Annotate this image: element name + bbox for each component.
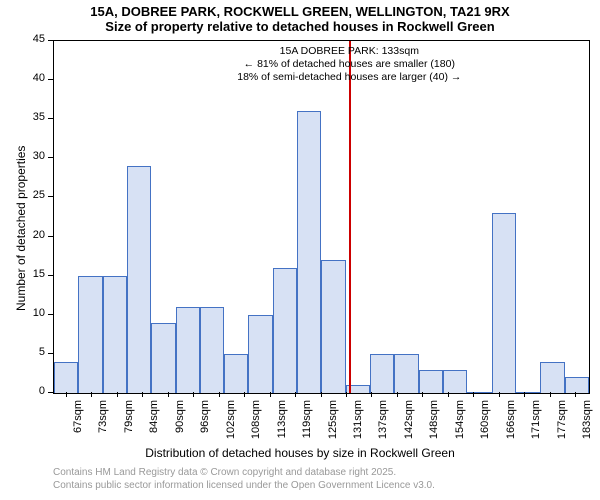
x-tick (397, 392, 398, 397)
histogram-bar (297, 111, 321, 393)
y-tick (48, 353, 53, 354)
histogram-bar (224, 354, 248, 393)
histogram-bar (419, 370, 443, 393)
x-tick-label: 90sqm (174, 400, 186, 450)
histogram-bar (273, 268, 297, 393)
chart-title-line1: 15A, DOBREE PARK, ROCKWELL GREEN, WELLIN… (0, 0, 600, 19)
histogram-bar (467, 392, 491, 393)
x-tick-label: 96sqm (199, 400, 211, 450)
y-tick-label: 10 (19, 307, 45, 319)
y-tick (48, 196, 53, 197)
x-tick-label: 131sqm (352, 400, 364, 450)
histogram-bar (248, 315, 272, 393)
histogram-bar (176, 307, 200, 393)
histogram-bar (516, 392, 540, 393)
y-tick (48, 392, 53, 393)
y-tick-label: 0 (19, 385, 45, 397)
annotation-line2: ← 81% of detached houses are smaller (18… (204, 58, 494, 71)
histogram-bar (54, 362, 78, 393)
annotation-line3: 18% of semi-detached houses are larger (… (204, 71, 494, 84)
histogram-bar (443, 370, 467, 393)
x-axis-label: Distribution of detached houses by size … (0, 446, 600, 460)
x-tick (270, 392, 271, 397)
histogram-bar (103, 276, 127, 393)
x-tick-label: 142sqm (403, 400, 415, 450)
x-tick-label: 108sqm (250, 400, 262, 450)
histogram-bar (321, 260, 345, 393)
x-tick-label: 79sqm (123, 400, 135, 450)
y-tick (48, 157, 53, 158)
y-tick (48, 314, 53, 315)
y-tick-label: 40 (19, 72, 45, 84)
x-tick-label: 154sqm (454, 400, 466, 450)
attribution-line2: Contains public sector information licen… (53, 479, 435, 492)
x-tick-label: 125sqm (327, 400, 339, 450)
x-tick (473, 392, 474, 397)
histogram-bar (127, 166, 151, 393)
annotation-line1: 15A DOBREE PARK: 133sqm (204, 45, 494, 58)
x-tick (371, 392, 372, 397)
x-tick-label: 137sqm (377, 400, 389, 450)
x-tick-label: 113sqm (276, 400, 288, 450)
chart-title-line2: Size of property relative to detached ho… (0, 19, 600, 36)
y-tick-label: 25 (19, 189, 45, 201)
x-tick (244, 392, 245, 397)
histogram-bar (540, 362, 564, 393)
x-tick-label: 177sqm (556, 400, 568, 450)
x-tick (193, 392, 194, 397)
x-tick (168, 392, 169, 397)
x-tick (346, 392, 347, 397)
y-tick-label: 15 (19, 268, 45, 280)
histogram-bar (565, 377, 589, 393)
y-tick-label: 5 (19, 346, 45, 358)
x-tick (295, 392, 296, 397)
x-tick-label: 67sqm (72, 400, 84, 450)
x-tick-label: 148sqm (428, 400, 440, 450)
y-tick-label: 45 (19, 33, 45, 45)
y-tick (48, 79, 53, 80)
y-tick (48, 40, 53, 41)
x-tick (142, 392, 143, 397)
x-tick (448, 392, 449, 397)
x-tick-label: 119sqm (301, 400, 313, 450)
y-tick (48, 236, 53, 237)
x-tick-label: 171sqm (530, 400, 542, 450)
attribution-text: Contains HM Land Registry data © Crown c… (53, 466, 435, 492)
y-tick (48, 118, 53, 119)
x-tick (499, 392, 500, 397)
x-tick (575, 392, 576, 397)
x-tick-label: 183sqm (581, 400, 593, 450)
histogram-bar (200, 307, 224, 393)
x-tick (321, 392, 322, 397)
histogram-bar (394, 354, 418, 393)
y-tick (48, 275, 53, 276)
y-tick-label: 20 (19, 229, 45, 241)
annotation-box: 15A DOBREE PARK: 133sqm ← 81% of detache… (204, 45, 494, 84)
y-tick-label: 30 (19, 150, 45, 162)
x-tick (219, 392, 220, 397)
attribution-line1: Contains HM Land Registry data © Crown c… (53, 466, 435, 479)
x-tick-label: 102sqm (225, 400, 237, 450)
y-tick-label: 35 (19, 111, 45, 123)
x-tick (66, 392, 67, 397)
chart-plot-area: 15A DOBREE PARK: 133sqm ← 81% of detache… (53, 40, 590, 394)
x-tick-label: 84sqm (148, 400, 160, 450)
x-tick-label: 166sqm (505, 400, 517, 450)
x-tick (550, 392, 551, 397)
histogram-bar (78, 276, 102, 393)
histogram-bar (492, 213, 516, 393)
property-marker-line (349, 41, 351, 393)
x-tick-label: 160sqm (479, 400, 491, 450)
x-tick (91, 392, 92, 397)
x-tick (524, 392, 525, 397)
x-tick (422, 392, 423, 397)
x-tick (117, 392, 118, 397)
x-tick-label: 73sqm (97, 400, 109, 450)
histogram-bar (151, 323, 175, 393)
histogram-bar (370, 354, 394, 393)
